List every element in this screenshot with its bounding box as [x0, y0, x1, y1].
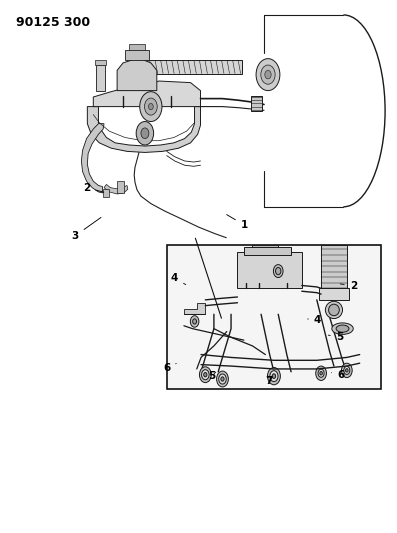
Text: 5: 5: [328, 332, 343, 342]
Circle shape: [193, 319, 197, 324]
Polygon shape: [104, 184, 128, 194]
Text: 4: 4: [308, 315, 321, 325]
FancyBboxPatch shape: [103, 189, 109, 197]
Circle shape: [265, 70, 271, 79]
FancyBboxPatch shape: [125, 50, 149, 60]
FancyBboxPatch shape: [117, 181, 124, 193]
Bar: [167, 245, 381, 389]
Text: 1: 1: [227, 215, 248, 230]
Text: 2: 2: [340, 281, 357, 290]
FancyBboxPatch shape: [95, 60, 106, 65]
Circle shape: [256, 59, 280, 91]
Text: 2: 2: [83, 183, 104, 192]
Polygon shape: [87, 107, 200, 152]
FancyBboxPatch shape: [319, 288, 349, 300]
Ellipse shape: [326, 301, 343, 319]
Circle shape: [145, 98, 157, 115]
Circle shape: [320, 372, 322, 375]
FancyBboxPatch shape: [129, 44, 145, 50]
Circle shape: [268, 368, 280, 385]
Circle shape: [274, 264, 283, 278]
Circle shape: [344, 366, 350, 374]
Polygon shape: [93, 81, 200, 107]
Circle shape: [272, 374, 276, 378]
Circle shape: [136, 122, 154, 145]
Text: 6: 6: [163, 363, 176, 373]
Text: 4: 4: [171, 273, 186, 285]
Circle shape: [219, 374, 226, 384]
Circle shape: [141, 128, 149, 139]
Polygon shape: [81, 124, 104, 193]
FancyBboxPatch shape: [252, 245, 278, 247]
FancyBboxPatch shape: [237, 253, 302, 288]
Polygon shape: [184, 303, 205, 314]
Circle shape: [261, 65, 275, 84]
FancyBboxPatch shape: [96, 65, 105, 91]
Circle shape: [345, 369, 348, 372]
Ellipse shape: [332, 323, 353, 334]
Circle shape: [140, 92, 162, 122]
Circle shape: [148, 103, 153, 110]
Circle shape: [276, 268, 281, 274]
Circle shape: [204, 373, 207, 377]
Circle shape: [316, 366, 326, 381]
Text: 5: 5: [208, 372, 216, 381]
Circle shape: [202, 370, 209, 379]
FancyBboxPatch shape: [321, 245, 347, 291]
Circle shape: [199, 367, 211, 383]
Circle shape: [190, 316, 199, 327]
FancyBboxPatch shape: [244, 247, 291, 255]
Circle shape: [341, 363, 352, 377]
FancyBboxPatch shape: [131, 60, 242, 74]
Ellipse shape: [329, 304, 339, 316]
Circle shape: [221, 377, 224, 381]
Text: 3: 3: [72, 217, 101, 240]
Polygon shape: [117, 60, 157, 91]
Text: 6: 6: [331, 370, 344, 380]
FancyBboxPatch shape: [251, 96, 262, 111]
Text: 90125 300: 90125 300: [16, 16, 90, 29]
Ellipse shape: [336, 325, 349, 332]
Circle shape: [270, 370, 278, 382]
Text: 7: 7: [266, 376, 273, 385]
Circle shape: [318, 369, 324, 377]
Circle shape: [217, 371, 228, 387]
